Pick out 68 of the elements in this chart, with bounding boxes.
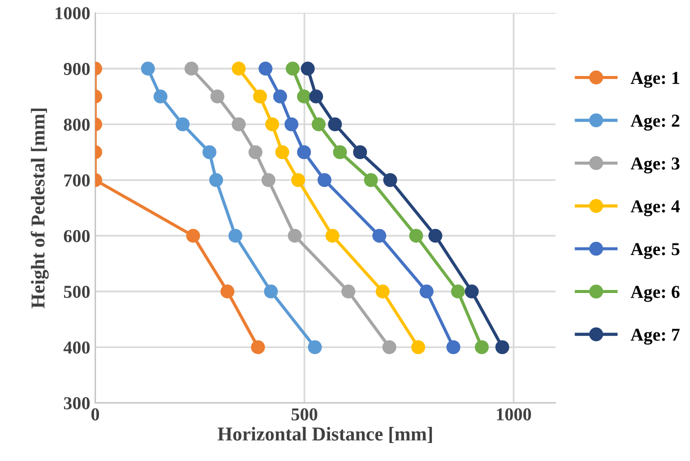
point xyxy=(273,90,288,104)
point xyxy=(228,228,242,243)
point xyxy=(428,228,442,243)
point xyxy=(318,173,332,187)
point xyxy=(232,117,246,132)
point xyxy=(184,62,198,76)
point xyxy=(328,117,342,132)
point xyxy=(464,284,479,298)
x-tick-label: 500 xyxy=(292,408,318,420)
point xyxy=(420,284,434,298)
legend-label: Age: 6 xyxy=(630,286,680,302)
point xyxy=(297,145,311,160)
point xyxy=(140,62,155,76)
point xyxy=(297,90,311,104)
point xyxy=(382,340,396,354)
point xyxy=(291,173,306,187)
y-tick-label: 1000 xyxy=(56,7,90,20)
legend-label: Age: 3 xyxy=(630,157,680,174)
point xyxy=(210,90,224,104)
point xyxy=(154,90,168,104)
point xyxy=(264,284,278,298)
point xyxy=(495,340,510,354)
y-axis-title: Height of Pedestal [mm] xyxy=(30,108,49,308)
point xyxy=(353,145,368,160)
point xyxy=(411,340,426,354)
point xyxy=(261,173,276,187)
point xyxy=(326,228,340,243)
legend-label: Age: 7 xyxy=(630,328,680,345)
point xyxy=(383,173,398,187)
x-axis-title: Horizontal Distance [mm] xyxy=(218,426,432,444)
x-tick-label: 1000 xyxy=(497,408,531,420)
point xyxy=(232,62,246,76)
legend-label: Age: 2 xyxy=(630,114,680,131)
y-tick-label: 600 xyxy=(64,230,90,242)
point xyxy=(364,173,378,187)
point xyxy=(202,145,216,160)
point xyxy=(275,145,290,160)
point xyxy=(333,145,347,160)
legend-label: Age: 4 xyxy=(630,200,680,216)
y-tick-label: 800 xyxy=(64,118,90,131)
point xyxy=(312,117,326,132)
point xyxy=(451,284,465,298)
point xyxy=(376,284,390,298)
point xyxy=(409,228,424,243)
point xyxy=(209,173,224,187)
point xyxy=(308,340,322,354)
legend-label: Age: 5 xyxy=(630,243,680,260)
point xyxy=(253,90,268,104)
point xyxy=(300,62,315,76)
y-tick-label: 400 xyxy=(64,341,90,354)
point xyxy=(265,117,280,132)
y-tick-label: 300 xyxy=(64,397,90,410)
x-tick-label: 0 xyxy=(91,408,100,420)
point xyxy=(284,117,298,132)
point xyxy=(341,284,356,298)
point xyxy=(286,62,300,76)
point xyxy=(258,62,272,76)
point xyxy=(446,340,460,354)
point xyxy=(309,90,324,104)
point xyxy=(372,228,386,243)
y-tick-label: 500 xyxy=(64,286,90,298)
legend-label: Age: 1 xyxy=(630,72,680,88)
point xyxy=(474,340,489,354)
point xyxy=(176,117,190,132)
y-tick-label: 900 xyxy=(64,62,90,76)
y-tick-label: 700 xyxy=(64,174,90,186)
point xyxy=(248,145,262,160)
point xyxy=(288,228,302,243)
